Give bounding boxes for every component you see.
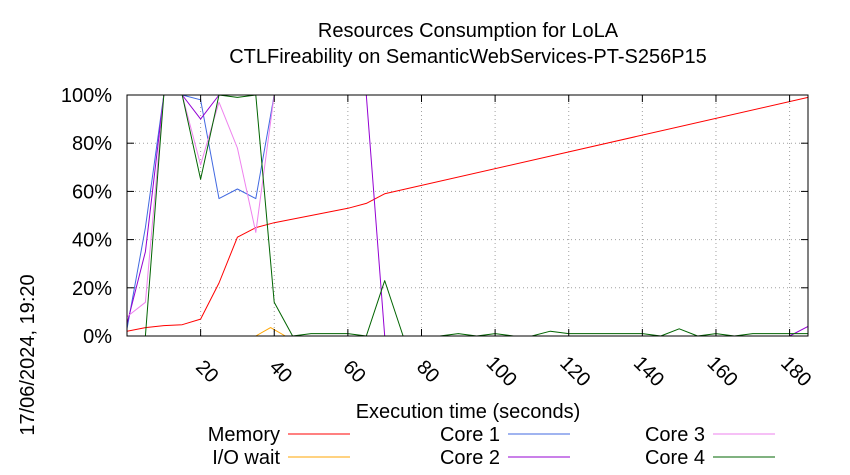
x-axis: 20 40 60 80 100 120 140 160 180 (191, 95, 815, 391)
legend-label: Memory (208, 424, 280, 446)
y-tick-label: 0% (83, 326, 112, 348)
y-axis: 0% 20% 40% 60% 80% 100% (61, 85, 808, 348)
legend-label: Core 3 (645, 424, 705, 446)
x-tick-label: 20 (191, 356, 222, 387)
y-tick-label: 60% (72, 181, 112, 203)
plot-border (126, 94, 809, 337)
x-tick-label: 100 (482, 352, 521, 391)
x-tick-label: 140 (629, 352, 668, 391)
x-axis-label: Execution time (seconds) (356, 401, 581, 423)
series-line-core-3 (126, 94, 808, 318)
series-line-core-4 (127, 94, 808, 337)
chart-title: Resources Consumption for LoLA (318, 20, 619, 42)
grid-lines (127, 94, 808, 337)
legend-label: Core 1 (440, 424, 500, 446)
y-tick-label: 40% (72, 230, 112, 252)
x-tick-label: 80 (412, 356, 443, 387)
timestamp-label: 17/06/2024, 19:20 (17, 274, 39, 435)
y-tick-label: 80% (72, 133, 112, 155)
x-tick-label: 120 (555, 352, 594, 391)
plot-area (126, 94, 809, 337)
legend-label: Core 2 (440, 447, 500, 469)
legend-label: Core 4 (645, 447, 705, 469)
chart-subtitle: CTLFireability on SemanticWebServices-PT… (229, 46, 707, 68)
legend-label: I/O wait (212, 447, 280, 469)
series-line-memory (126, 96, 809, 332)
y-tick-label: 20% (72, 278, 112, 300)
series-line-core-1 (126, 94, 808, 329)
y-tick-label: 100% (61, 85, 112, 107)
x-tick-label: 180 (776, 352, 815, 391)
series-line-core-2 (126, 94, 809, 337)
x-tick-label: 160 (703, 352, 742, 391)
x-tick-label: 40 (265, 356, 296, 387)
x-tick-label: 60 (338, 356, 369, 387)
